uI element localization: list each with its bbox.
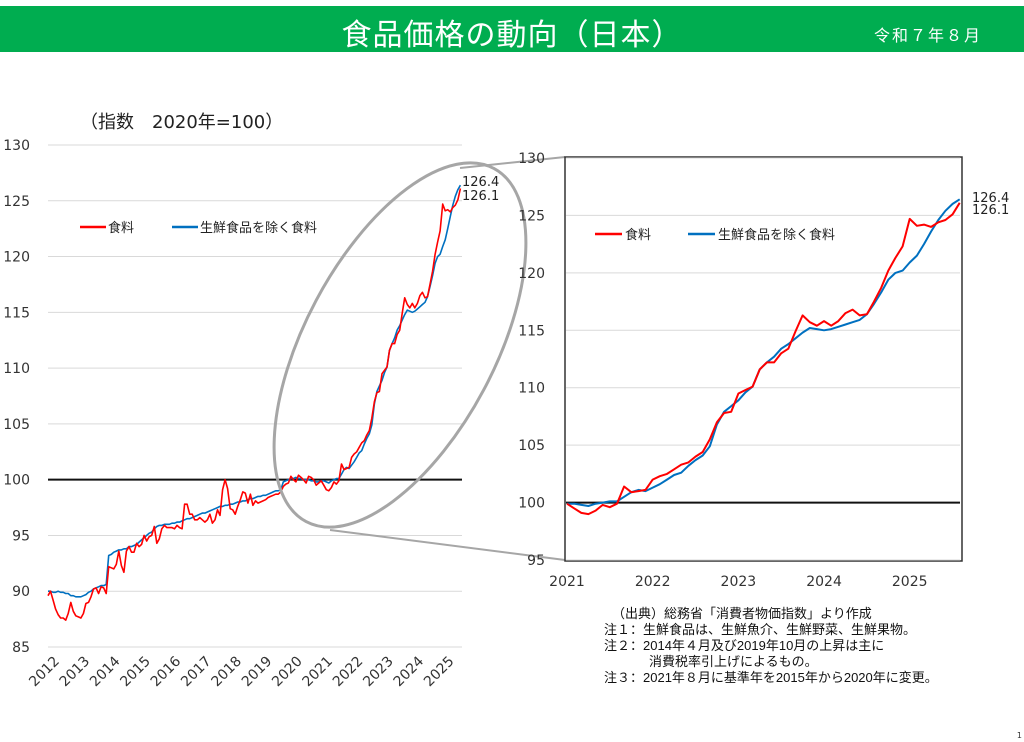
source-note: （出典）総務省「消費者物価指数」より作成 bbox=[612, 606, 872, 621]
left-end-label-blue: 126.4 bbox=[462, 175, 499, 190]
y-tick-label: 105 bbox=[3, 417, 30, 433]
y-tick-label: 130 bbox=[3, 138, 30, 154]
x-tick-label: 2018 bbox=[208, 654, 245, 691]
y-tick-label: 100 bbox=[3, 473, 30, 489]
right-gridlines bbox=[566, 157, 960, 561]
right-y-axis: 95 100 105 110 115 120 125 130 bbox=[518, 151, 545, 569]
note-2-line-2: 消費税率引上げによるもの。 bbox=[649, 654, 818, 669]
left-gridlines bbox=[48, 144, 462, 648]
legend-label-food-excl-fresh: 生鮮食品を除く食料 bbox=[718, 227, 835, 243]
right-plot-frame bbox=[564, 156, 963, 562]
legend-label-food: 食料 bbox=[625, 227, 651, 243]
right-end-label-blue: 126.4 bbox=[972, 191, 1009, 206]
x-tick-label: 2023 bbox=[360, 654, 397, 691]
y-tick-label: 125 bbox=[518, 208, 545, 224]
legend-label-food: 食料 bbox=[108, 220, 134, 236]
note-3: 注３：2021年８月に基準年を2015年から2020年に変更。 bbox=[604, 670, 938, 685]
x-tick-label: 2021 bbox=[549, 574, 585, 590]
series-line-food bbox=[566, 202, 961, 516]
unit-label: （指数 2020年=100） bbox=[80, 112, 283, 133]
y-tick-label: 125 bbox=[3, 194, 30, 210]
x-tick-label: 2022 bbox=[635, 574, 671, 590]
y-tick-label: 100 bbox=[518, 496, 545, 512]
x-tick-label: 2024 bbox=[391, 653, 428, 690]
y-tick-label: 110 bbox=[3, 361, 30, 377]
zoom-connector-top bbox=[459, 156, 566, 169]
x-tick-label: 2020 bbox=[269, 654, 306, 691]
zoom-annotation bbox=[272, 156, 566, 561]
left-chart: （指数 2020年=100） 85 90 95 100 105 110 115 120 125 1… bbox=[3, 112, 499, 690]
right-series bbox=[566, 198, 961, 516]
y-tick-label: 95 bbox=[12, 528, 30, 544]
page-number: 1 bbox=[1016, 731, 1022, 740]
y-tick-label: 105 bbox=[518, 438, 545, 454]
x-tick-label: 2025 bbox=[421, 654, 458, 691]
header-bar: 食品価格の動向（日本） 令和７年８月 bbox=[0, 6, 1024, 53]
left-end-label-red: 126.1 bbox=[462, 189, 499, 204]
right-legend: 食料 生鮮食品を除く食料 bbox=[595, 227, 835, 243]
x-tick-label: 2013 bbox=[57, 654, 94, 691]
x-tick-label: 2021 bbox=[300, 654, 337, 691]
left-legend: 食料 生鮮食品を除く食料 bbox=[80, 220, 317, 236]
left-series bbox=[47, 184, 462, 622]
note-2-line-1: 注２：2014年４月及び2019年10月の上昇は主に bbox=[604, 638, 885, 653]
x-tick-label: 2012 bbox=[26, 654, 63, 691]
x-tick-label: 2023 bbox=[721, 574, 757, 590]
legend-label-food-excl-fresh: 生鮮食品を除く食料 bbox=[200, 220, 317, 236]
notes: （出典）総務省「消費者物価指数」より作成 注１：生鮮食品は、生鮮魚介、生鮮野菜、… bbox=[604, 606, 938, 686]
x-tick-label: 2019 bbox=[239, 654, 276, 691]
right-end-label-red: 126.1 bbox=[972, 203, 1009, 218]
y-tick-label: 115 bbox=[518, 323, 545, 339]
right-x-axis: 2021 2022 2023 2024 2025 bbox=[549, 574, 927, 590]
zoom-connector-bottom bbox=[329, 529, 566, 561]
x-tick-label: 2024 bbox=[806, 574, 842, 590]
y-tick-label: 130 bbox=[518, 151, 545, 167]
y-tick-label: 110 bbox=[518, 381, 545, 397]
y-tick-label: 90 bbox=[12, 584, 30, 600]
series-line-food bbox=[47, 188, 462, 622]
note-1: 注１：生鮮食品は、生鮮魚介、生鮮野菜、生鮮果物。 bbox=[604, 622, 917, 637]
y-tick-label: 85 bbox=[12, 640, 30, 656]
x-tick-label: 2025 bbox=[892, 574, 928, 590]
zoom-ellipse bbox=[272, 161, 528, 529]
x-tick-label: 2017 bbox=[178, 654, 215, 691]
report-date: 令和７年８月 bbox=[873, 26, 982, 45]
y-tick-label: 115 bbox=[3, 305, 30, 321]
page-title: 食品価格の動向（日本） bbox=[341, 18, 683, 53]
x-tick-label: 2016 bbox=[148, 653, 185, 690]
y-tick-label: 120 bbox=[518, 266, 545, 282]
x-tick-label: 2022 bbox=[330, 654, 367, 691]
right-chart: 95 100 105 110 115 120 125 130 2021 2022 2023 2024… bbox=[518, 151, 1009, 590]
y-tick-label: 120 bbox=[3, 250, 30, 266]
left-y-axis: 85 90 95 100 105 110 115 120 125 130 bbox=[3, 138, 30, 656]
x-tick-label: 2015 bbox=[117, 654, 154, 691]
left-x-axis: 2012201320142015201620172018201920202021… bbox=[26, 653, 457, 690]
y-tick-label: 95 bbox=[527, 553, 545, 569]
x-tick-label: 2014 bbox=[87, 653, 124, 690]
